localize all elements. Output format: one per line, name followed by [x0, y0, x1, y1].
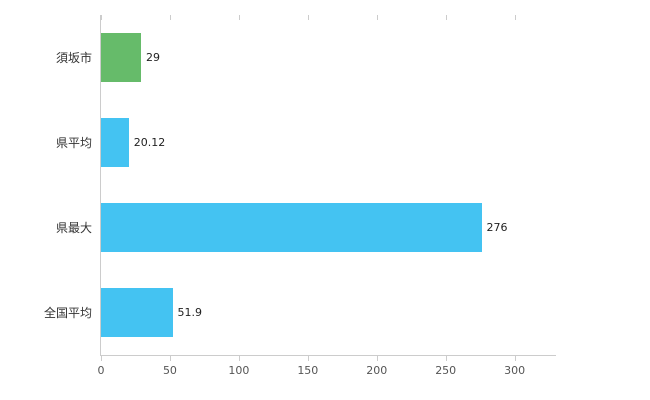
bar-row: 県平均 20.12 [56, 100, 556, 185]
category-label: 県最大 [55, 220, 92, 235]
top-tick [169, 15, 171, 20]
bars: 須坂市 29 県平均 20.12 県最大 276 全国平均 51.9 [44, 15, 556, 355]
x-tick [307, 355, 309, 361]
category-label: 県平均 [55, 135, 92, 150]
x-tick [445, 355, 447, 361]
bar [101, 202, 482, 253]
x-tick-label: 0 [97, 364, 105, 377]
value-label: 20.12 [133, 136, 166, 149]
x-tick [376, 355, 378, 361]
bar [101, 287, 173, 338]
top-tick [514, 15, 516, 20]
x-tick-label: 250 [435, 364, 457, 377]
top-tick [376, 15, 378, 20]
bar-row: 県最大 276 [56, 185, 556, 270]
bar [101, 117, 129, 168]
bar-row: 全国平均 51.9 [44, 270, 556, 355]
top-tick [101, 15, 102, 20]
x-tick [101, 355, 102, 361]
x-tick-label: 50 [162, 364, 177, 377]
value-label: 51.9 [177, 306, 203, 319]
plot-area: 須坂市 29 県平均 20.12 県最大 276 全国平均 51.9 0 50 100 150 200… [44, 15, 556, 376]
x-tick-label: 300 [504, 364, 526, 377]
x-tick-label: 100 [228, 364, 250, 377]
x-tick [169, 355, 171, 361]
top-tick [238, 15, 240, 20]
value-label: 276 [486, 221, 508, 234]
value-label: 29 [145, 51, 160, 64]
category-label: 須坂市 [55, 50, 92, 65]
x-tick [514, 355, 516, 361]
x-tick-label: 200 [366, 364, 388, 377]
bar [101, 32, 141, 83]
top-tick [307, 15, 309, 20]
x-tick-label: 150 [297, 364, 319, 377]
top-tick [445, 15, 447, 20]
bar-row: 須坂市 29 [56, 15, 556, 100]
x-tick [238, 355, 240, 361]
category-label: 全国平均 [43, 305, 92, 320]
